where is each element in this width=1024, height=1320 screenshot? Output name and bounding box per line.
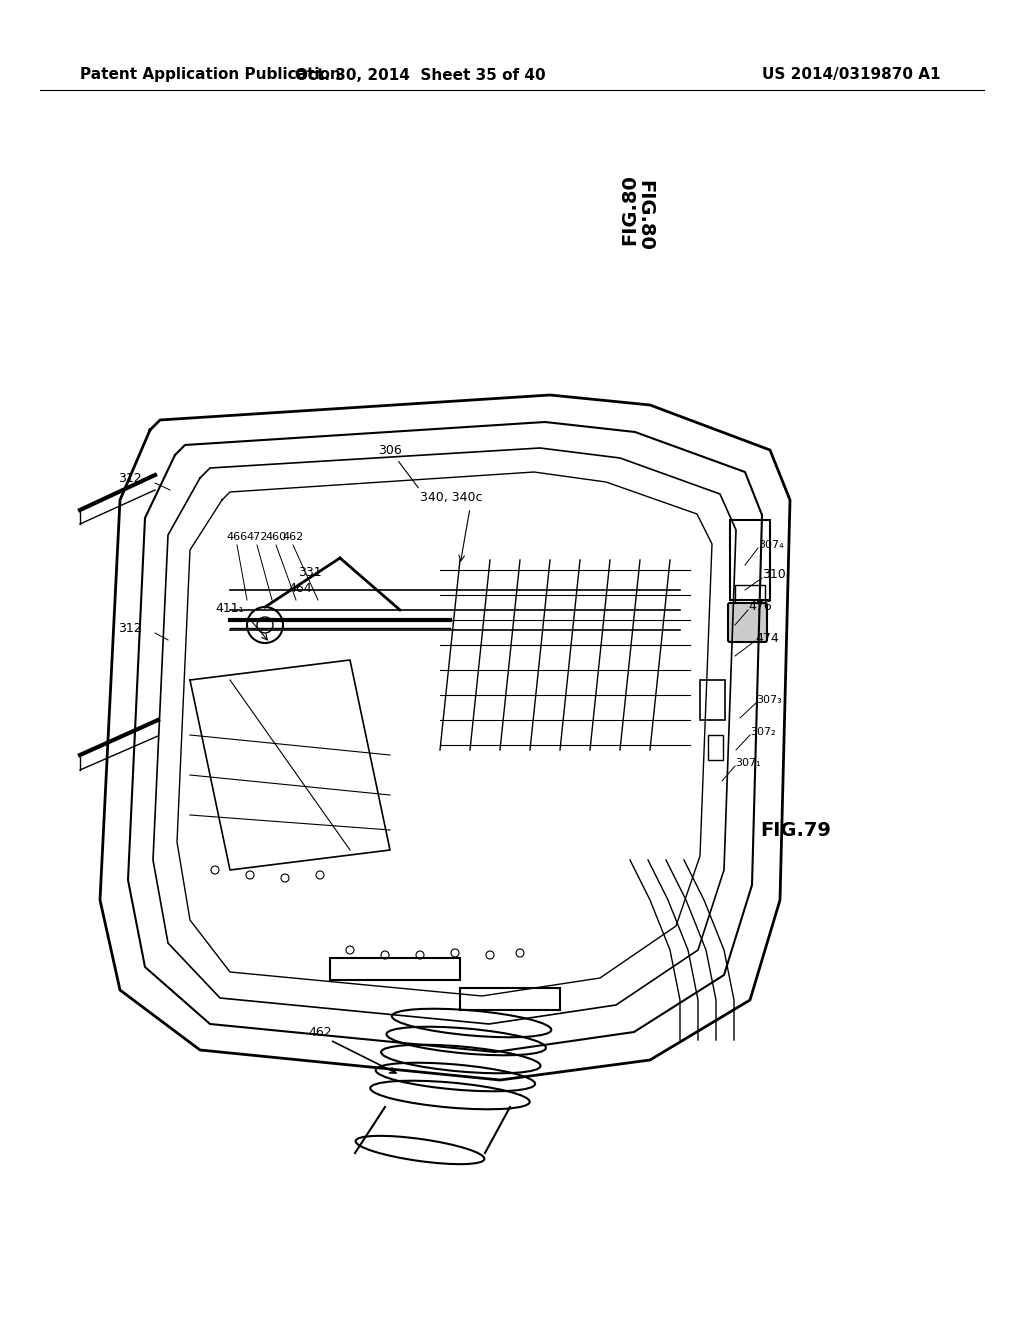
Text: Oct. 30, 2014  Sheet 35 of 40: Oct. 30, 2014 Sheet 35 of 40 bbox=[295, 67, 546, 82]
Text: FIG.79: FIG.79 bbox=[760, 821, 830, 840]
Text: 312: 312 bbox=[118, 622, 141, 635]
Text: 466: 466 bbox=[226, 532, 248, 543]
Text: 464: 464 bbox=[288, 582, 312, 594]
Text: 312: 312 bbox=[118, 471, 141, 484]
Text: 462: 462 bbox=[283, 532, 304, 543]
Text: 472: 472 bbox=[247, 532, 267, 543]
Text: 306: 306 bbox=[378, 444, 419, 488]
Text: 340, 340c: 340, 340c bbox=[420, 491, 482, 503]
Text: 476: 476 bbox=[748, 601, 772, 614]
Text: Patent Application Publication: Patent Application Publication bbox=[80, 67, 341, 82]
Text: 460: 460 bbox=[265, 532, 287, 543]
Text: 474: 474 bbox=[755, 631, 778, 644]
Text: US 2014/0319870 A1: US 2014/0319870 A1 bbox=[762, 67, 940, 82]
Text: 307₄: 307₄ bbox=[758, 540, 783, 550]
Text: 462: 462 bbox=[308, 1026, 332, 1039]
Text: 310: 310 bbox=[762, 569, 785, 582]
FancyBboxPatch shape bbox=[728, 603, 767, 642]
Text: FIG.80: FIG.80 bbox=[620, 174, 639, 246]
Text: 307₁: 307₁ bbox=[735, 758, 761, 768]
Text: 331: 331 bbox=[298, 565, 322, 578]
Text: FIG.80: FIG.80 bbox=[635, 180, 654, 251]
Text: 411₁: 411₁ bbox=[216, 602, 245, 615]
Text: 307₃: 307₃ bbox=[756, 696, 781, 705]
Text: 307₂: 307₂ bbox=[750, 727, 775, 737]
